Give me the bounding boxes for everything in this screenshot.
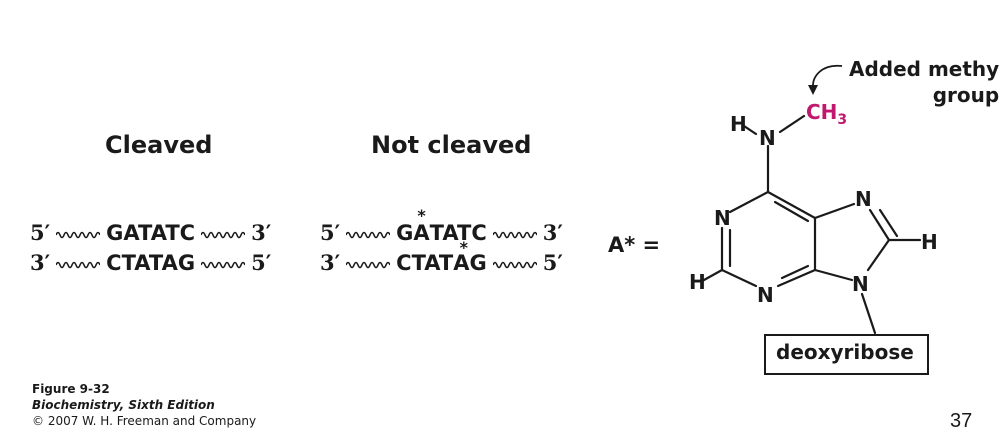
sequence-text: TATC	[429, 221, 487, 245]
atom-n1: N	[714, 206, 731, 230]
not-cleaved-bottom-strand: 3′ CTAT * A G 5′	[320, 238, 563, 275]
wavy-line-icon	[492, 261, 537, 269]
sequence-text: G	[469, 251, 487, 275]
callout-arrow	[812, 64, 843, 89]
methyl-callout-text: Added methy group	[849, 57, 1000, 107]
strand-end-label: 3′	[30, 250, 51, 275]
strand-end-label: 3′	[542, 220, 563, 245]
strand-end-label: 5′	[542, 250, 563, 275]
methylated-base: * A	[453, 238, 470, 275]
methyl-mark: *	[417, 206, 426, 225]
strand-end-label: 5′	[251, 250, 272, 275]
strand-end-label: 5′	[30, 220, 51, 245]
page-number: 37	[950, 410, 973, 432]
wavy-line-icon	[346, 261, 391, 269]
methyl-ch-text: CH	[806, 100, 838, 124]
deoxyribose-box	[764, 334, 929, 375]
sequence-text: A	[453, 251, 470, 275]
sequence-text: A	[413, 221, 430, 245]
sequence-text: GATATC	[106, 221, 196, 245]
methylated-base: * A	[413, 206, 430, 245]
sequence-text: CTAT	[396, 251, 454, 275]
book-title: Biochemistry, Sixth Edition	[32, 398, 215, 412]
methyl-subscript: 3	[837, 112, 848, 128]
wavy-line-icon	[201, 231, 246, 239]
wavy-line-icon	[201, 261, 246, 269]
methyl-mark: *	[459, 238, 468, 257]
equation-label: A* =	[608, 233, 661, 257]
atom-h2: H	[689, 270, 706, 294]
copyright: © 2007 W. H. Freeman and Company	[32, 414, 257, 428]
deoxyribose-label: deoxyribose	[776, 340, 914, 364]
strand-end-label: 5′	[320, 220, 341, 245]
atom-n-amino: N	[759, 126, 776, 150]
figure-number: Figure 9-32	[32, 382, 110, 396]
atom-n7: N	[855, 187, 872, 211]
heading-cleaved: Cleaved	[105, 131, 213, 159]
methyl-group-label: CH3	[806, 100, 847, 128]
atom-h8: H	[921, 230, 938, 254]
cleaved-bottom-strand: 3′ CTATAG 5′	[30, 250, 271, 275]
wavy-line-icon	[56, 261, 101, 269]
strand-end-label: 3′	[251, 220, 272, 245]
sequence-text: G	[396, 221, 414, 245]
atom-n9: N	[852, 272, 869, 296]
wavy-line-icon	[56, 231, 101, 239]
atom-h-amino: H	[730, 112, 747, 136]
cleaved-top-strand: 5′ GATATC 3′	[30, 220, 271, 245]
sequence-text: CTATAG	[106, 251, 196, 275]
strand-end-label: 3′	[320, 250, 341, 275]
figure-caption: Figure 9-32 Biochemistry, Sixth Edition …	[32, 381, 256, 429]
wavy-line-icon	[346, 231, 391, 239]
not-cleaved-top-strand: 5′ G * A TATC 3′	[320, 206, 563, 245]
heading-not-cleaved: Not cleaved	[371, 131, 532, 159]
atom-n3: N	[757, 283, 774, 307]
callout-arrowhead	[808, 85, 818, 95]
wavy-line-icon	[492, 231, 537, 239]
